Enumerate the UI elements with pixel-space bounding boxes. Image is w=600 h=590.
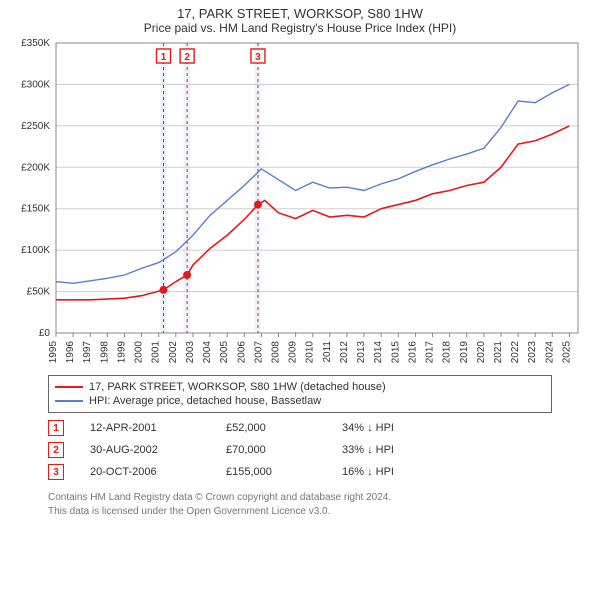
- event-index-box: 1: [48, 420, 64, 436]
- svg-text:£50K: £50K: [27, 287, 51, 298]
- svg-text:2005: 2005: [219, 341, 230, 364]
- svg-text:2017: 2017: [425, 341, 436, 364]
- svg-text:2008: 2008: [270, 341, 281, 364]
- event-price: £52,000: [226, 422, 316, 434]
- svg-text:2012: 2012: [339, 341, 350, 364]
- svg-text:2016: 2016: [407, 341, 418, 364]
- svg-text:1999: 1999: [116, 341, 127, 364]
- svg-text:2014: 2014: [373, 341, 384, 364]
- svg-text:2006: 2006: [236, 341, 247, 364]
- svg-text:2001: 2001: [151, 341, 162, 364]
- svg-text:2020: 2020: [476, 341, 487, 364]
- svg-text:2019: 2019: [459, 341, 470, 364]
- chart-svg: £0 £50K £100K £150K £200K £250K £300K £350K 1995…: [8, 39, 592, 369]
- chart: £0 £50K £100K £150K £200K £250K £300K £350K 1995…: [8, 39, 592, 369]
- event-diff: 16% ↓ HPI: [342, 466, 432, 478]
- svg-text:£100K: £100K: [21, 245, 50, 256]
- svg-text:£350K: £350K: [21, 39, 50, 49]
- svg-text:1: 1: [161, 52, 167, 63]
- svg-text:2024: 2024: [544, 341, 555, 364]
- event-price: £155,000: [226, 466, 316, 478]
- footer-line: This data is licensed under the Open Gov…: [48, 505, 552, 519]
- svg-text:2004: 2004: [202, 341, 213, 364]
- svg-text:£250K: £250K: [21, 121, 50, 132]
- event-date: 20-OCT-2006: [90, 466, 200, 478]
- legend-label: HPI: Average price, detached house, Bass…: [89, 395, 321, 407]
- event-row: 1 12-APR-2001 £52,000 34% ↓ HPI: [48, 417, 552, 439]
- svg-text:2009: 2009: [288, 341, 299, 364]
- svg-text:2018: 2018: [442, 341, 453, 364]
- svg-text:1998: 1998: [99, 341, 110, 364]
- legend-item: 17, PARK STREET, WORKSOP, S80 1HW (detac…: [55, 380, 545, 394]
- legend-swatch: [55, 400, 83, 402]
- chart-title: 17, PARK STREET, WORKSOP, S80 1HW: [0, 0, 600, 21]
- svg-text:2021: 2021: [493, 341, 504, 364]
- event-table: 1 12-APR-2001 £52,000 34% ↓ HPI 2 30-AUG…: [48, 417, 552, 483]
- chart-subtitle: Price paid vs. HM Land Registry's House …: [0, 21, 600, 39]
- svg-text:1997: 1997: [82, 341, 93, 364]
- svg-text:2: 2: [184, 52, 190, 63]
- event-row: 2 30-AUG-2002 £70,000 33% ↓ HPI: [48, 439, 552, 461]
- svg-text:2011: 2011: [322, 341, 333, 363]
- svg-text:2002: 2002: [168, 341, 179, 364]
- legend-item: HPI: Average price, detached house, Bass…: [55, 394, 545, 408]
- legend: 17, PARK STREET, WORKSOP, S80 1HW (detac…: [48, 375, 552, 413]
- event-date: 12-APR-2001: [90, 422, 200, 434]
- footer: Contains HM Land Registry data © Crown c…: [48, 491, 552, 518]
- event-date: 30-AUG-2002: [90, 444, 200, 456]
- svg-text:2023: 2023: [527, 341, 538, 364]
- event-price: £70,000: [226, 444, 316, 456]
- svg-text:2007: 2007: [253, 341, 264, 364]
- svg-text:1996: 1996: [65, 341, 76, 364]
- event-diff: 34% ↓ HPI: [342, 422, 432, 434]
- footer-line: Contains HM Land Registry data © Crown c…: [48, 491, 552, 505]
- event-index-box: 3: [48, 464, 64, 480]
- svg-text:£150K: £150K: [21, 204, 50, 215]
- svg-text:£300K: £300K: [21, 79, 50, 90]
- event-index-box: 2: [48, 442, 64, 458]
- svg-text:£0: £0: [39, 328, 51, 339]
- svg-text:2010: 2010: [305, 341, 316, 364]
- svg-text:2000: 2000: [134, 341, 145, 364]
- svg-text:2003: 2003: [185, 341, 196, 364]
- svg-text:2013: 2013: [356, 341, 367, 364]
- legend-label: 17, PARK STREET, WORKSOP, S80 1HW (detac…: [89, 381, 386, 393]
- event-row: 3 20-OCT-2006 £155,000 16% ↓ HPI: [48, 461, 552, 483]
- svg-text:£200K: £200K: [21, 162, 50, 173]
- svg-text:2022: 2022: [510, 341, 521, 364]
- svg-text:3: 3: [255, 52, 261, 63]
- svg-text:2015: 2015: [390, 341, 401, 364]
- svg-text:1995: 1995: [48, 341, 59, 364]
- legend-swatch: [55, 386, 83, 388]
- event-diff: 33% ↓ HPI: [342, 444, 432, 456]
- svg-text:2025: 2025: [561, 341, 572, 364]
